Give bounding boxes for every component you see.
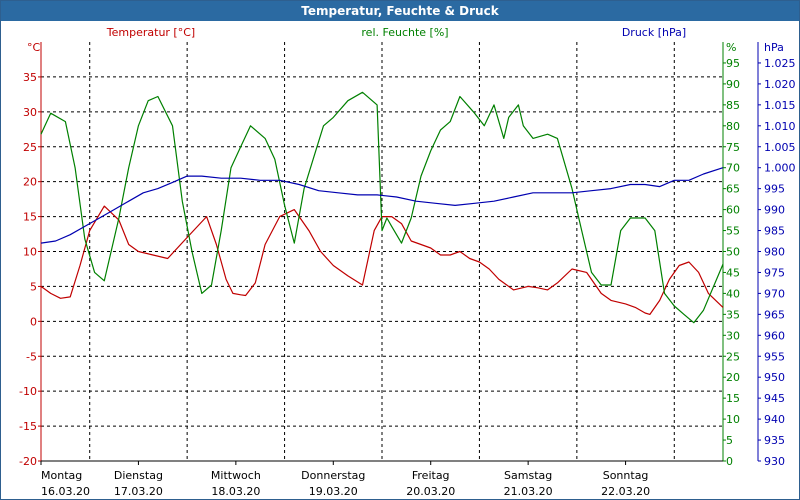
humidity-tick-label: 45 [726,266,740,279]
pressure-tick-label: 1.025 [764,57,796,70]
humidity-series-label: rel. Feuchte [%] [361,26,448,39]
x-tick-date-label: 18.03.20 [211,485,260,498]
humidity-tick-label: 50 [726,246,740,259]
pressure-tick-label: 985 [764,225,785,238]
temperature-tick-label: 15 [23,211,37,224]
x-tick-day-label: Montag [41,469,82,482]
chart-title: Temperatur, Feuchte & Druck [1,1,799,21]
pressure-tick-label: 930 [764,455,785,468]
temperature-series-line [40,205,724,315]
humidity-tick-label: 30 [726,329,740,342]
temperature-tick-label: -20 [19,455,37,468]
x-tick-day-label: Sonntag [603,469,649,482]
x-tick-day-label: Dienstag [114,469,163,482]
x-tick-date-label: 21.03.20 [504,485,553,498]
temperature-tick-label: 5 [30,280,37,293]
temperature-tick-label: 10 [23,246,37,259]
humidity-tick-label: 20 [726,371,740,384]
humidity-tick-label: 75 [726,141,740,154]
humidity-tick-label: 85 [726,99,740,112]
x-tick-date-label: 17.03.20 [114,485,163,498]
humidity-tick-label: 40 [726,287,740,300]
pressure-series-label: Druck [hPa] [622,26,686,39]
x-tick-day-label: Mittwoch [211,469,261,482]
humidity-tick-label: 5 [726,434,733,447]
x-tick-date-label: 22.03.20 [601,485,650,498]
x-tick-date-label: 16.03.20 [41,485,90,498]
humidity-unit-label: % [726,41,736,54]
temperature-tick-label: -5 [26,350,37,363]
humidity-tick-label: 70 [726,162,740,175]
temperature-tick-label: 35 [23,71,37,84]
pressure-tick-label: 965 [764,308,785,321]
pressure-tick-label: 945 [764,392,785,405]
pressure-tick-label: 1.005 [764,141,796,154]
weather-chart: -20 -15 -10 -5 0 5 10 15 20 25 30 35 0 5 10 15 20 25 30 35 4… [19,26,796,498]
pressure-tick-label: 1.020 [764,78,796,91]
temperature-tick-label: 0 [30,315,37,328]
pressure-tick-label: 975 [764,266,785,279]
pressure-tick-label: 935 [764,434,785,447]
x-tick-day-label: Freitag [412,469,450,482]
pressure-tick-label: 950 [764,371,785,384]
humidity-tick-label: 0 [726,455,733,468]
humidity-tick-label: 35 [726,308,740,321]
pressure-tick-label: 980 [764,246,785,259]
pressure-tick-label: 960 [764,329,785,342]
temperature-unit-label: °C [27,41,41,54]
humidity-tick-label: 10 [726,413,740,426]
x-tick-day-label: Donnerstag [301,469,365,482]
humidity-series-line [40,91,724,324]
x-tick-date-label: 20.03.20 [406,485,455,498]
humidity-tick-label: 15 [726,392,740,405]
pressure-tick-label: 940 [764,413,785,426]
temperature-tick-label: 30 [23,106,37,119]
temperature-tick-label: -15 [19,420,37,433]
humidity-tick-label: 80 [726,120,740,133]
pressure-tick-label: 995 [764,183,785,196]
humidity-tick-label: 95 [726,57,740,70]
pressure-tick-label: 1.015 [764,99,796,112]
pressure-tick-label: 1.010 [764,120,796,133]
pressure-tick-label: 990 [764,204,785,217]
humidity-tick-label: 25 [726,350,740,363]
x-tick-date-label: 19.03.20 [309,485,358,498]
humidity-tick-label: 65 [726,183,740,196]
pressure-unit-label: hPa [764,41,784,54]
pressure-series-line [40,167,724,244]
temperature-tick-label: -10 [19,385,37,398]
humidity-tick-label: 90 [726,78,740,91]
temperature-series-label: Temperatur [°C] [106,26,195,39]
pressure-tick-label: 955 [764,350,785,363]
pressure-tick-label: 1.000 [764,162,796,175]
pressure-tick-label: 970 [764,287,785,300]
x-tick-day-label: Samstag [504,469,552,482]
temperature-tick-label: 25 [23,141,37,154]
temperature-tick-label: 20 [23,176,37,189]
humidity-tick-label: 60 [726,204,740,217]
humidity-tick-label: 55 [726,225,740,238]
